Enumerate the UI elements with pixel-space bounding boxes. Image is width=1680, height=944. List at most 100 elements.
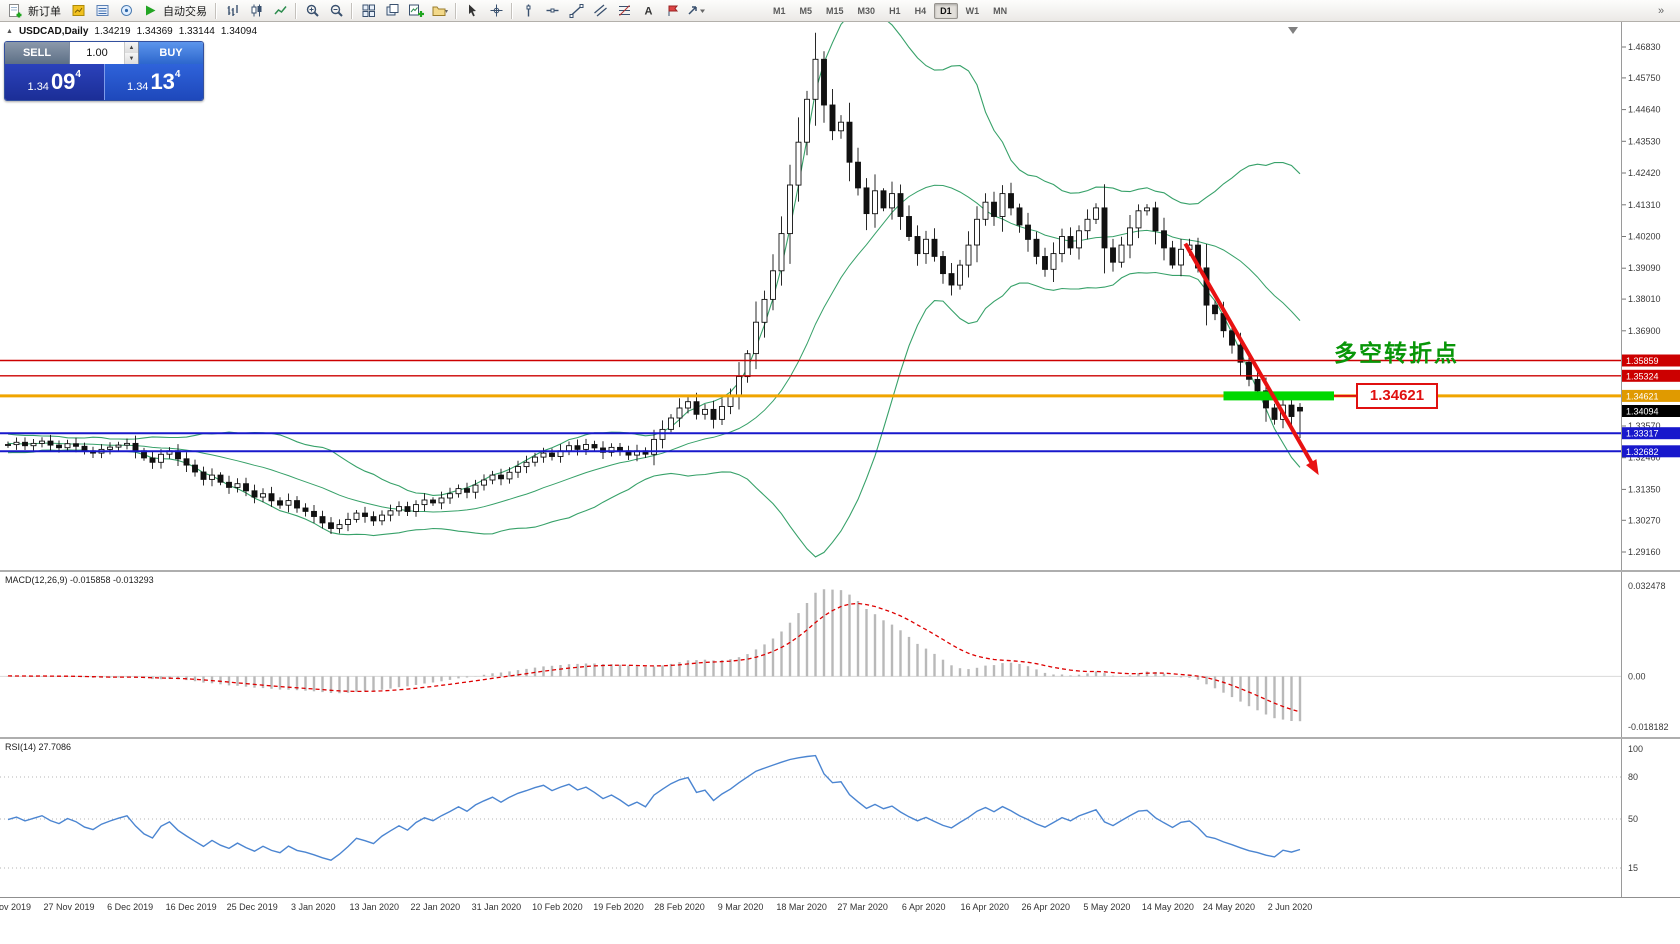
svg-text:1.38010: 1.38010: [1628, 294, 1661, 304]
navigator-icon[interactable]: [114, 1, 138, 20]
svg-text:1.41310: 1.41310: [1628, 200, 1661, 210]
one-click-collapse-icon[interactable]: ▲: [6, 28, 13, 35]
price-annotation-box[interactable]: 1.34621: [1356, 383, 1438, 409]
timeframe-button-M1[interactable]: M1: [773, 5, 786, 16]
green-zone-rect[interactable]: [1223, 391, 1335, 401]
data-window-icon[interactable]: [90, 1, 114, 20]
symbol-name: USDCAD,Daily: [18, 26, 89, 37]
equidistant-channel-icon[interactable]: [588, 1, 612, 20]
cursor-icon[interactable]: [460, 1, 484, 20]
autotrade-label[interactable]: 自动交易: [163, 5, 207, 18]
arrow-tools-icon[interactable]: [684, 1, 708, 20]
timeframe-button-M30[interactable]: M30: [857, 5, 876, 16]
trendline-icon[interactable]: [564, 1, 588, 20]
svg-text:1.34094: 1.34094: [1626, 407, 1659, 417]
svg-text:A: A: [644, 6, 652, 18]
svg-text:1.34621: 1.34621: [1626, 391, 1659, 401]
date-label: 14 May 2020: [1141, 902, 1194, 912]
svg-text:0.00: 0.00: [1628, 671, 1646, 681]
rsi-label: RSI(14) 27.7086: [5, 742, 72, 752]
symbol-open: 1.34219: [94, 26, 131, 37]
timeframe-button-H1[interactable]: H1: [889, 5, 901, 16]
crosshair-icon[interactable]: [484, 1, 508, 20]
panel-divider: [0, 897, 1680, 898]
timeframe-button-MN[interactable]: MN: [993, 5, 1008, 16]
timeframe-button-D1[interactable]: D1: [934, 2, 958, 19]
toolbar-separator: [351, 2, 353, 19]
timeframe-button-M5[interactable]: M5: [799, 5, 813, 16]
vertical-line-icon[interactable]: [516, 1, 540, 20]
toolbar-overflow-icon[interactable]: »: [1657, 4, 1665, 17]
line-chart-icon[interactable]: [268, 1, 292, 20]
buy-price-sup: 4: [174, 69, 181, 80]
main-chart[interactable]: 1.46830 1.45750 1.44640 1.43530 1.42420 1.413…: [0, 22, 1680, 570]
main-chart-panel: 1.46830 1.45750 1.44640 1.43530 1.42420 1.413…: [0, 22, 1680, 570]
fibonacci-icon[interactable]: [612, 1, 636, 20]
time-axis[interactable]: 8 Nov 2019 27 Nov 2019 6 Dec 2019 16 Dec 20…: [0, 898, 1680, 920]
toolbar-separator: [215, 2, 217, 19]
bollinger-lower-line: [7, 271, 1301, 558]
macd-chart[interactable]: 0.032478 0.00 -0.018182: [0, 572, 1680, 737]
autotrade-icon[interactable]: [138, 1, 162, 20]
svg-text:1.32460: 1.32460: [1628, 453, 1661, 463]
date-label: 9 Mar 2020: [717, 902, 764, 912]
timeframe-button-M15[interactable]: M15: [826, 5, 844, 16]
pivot-annotation-text[interactable]: 多空转折点: [1334, 340, 1459, 366]
sell-quote[interactable]: 1.34 09 4: [5, 64, 104, 100]
symbol-close: 1.34094: [220, 26, 258, 37]
timeframe-button-H4[interactable]: H4: [914, 5, 927, 16]
chart-shift-marker[interactable]: [1288, 27, 1298, 34]
sell-price-prefix: 1.34: [27, 81, 49, 93]
timeframe-toolbar: M1 M5 M15 M30 H1 H4 D1 W1 MN: [766, 2, 1014, 19]
tile-windows-icon[interactable]: [356, 1, 380, 20]
price-axis[interactable]: [1622, 22, 1680, 897]
rsi-line: [7, 754, 1301, 861]
svg-text:80: 80: [1628, 772, 1638, 782]
new-order-label[interactable]: 新订单: [28, 5, 61, 18]
cascade-windows-icon[interactable]: [380, 1, 404, 20]
volume-input[interactable]: [70, 42, 124, 64]
new-order-icon[interactable]: [3, 1, 27, 20]
toolbar-separator: [455, 2, 457, 19]
panel-divider[interactable]: [0, 570, 1680, 572]
rsi-chart[interactable]: 100 80 50 15: [0, 739, 1680, 897]
new-chart-icon[interactable]: [404, 1, 428, 20]
volume-down-icon[interactable]: ▼: [125, 53, 138, 64]
date-label: 25 Dec 2019: [226, 902, 278, 912]
trend-arrow-line[interactable]: [1183, 242, 1317, 470]
buy-button[interactable]: BUY: [139, 42, 203, 64]
date-label: 8 Nov 2019: [0, 902, 32, 912]
svg-text:1.44640: 1.44640: [1628, 105, 1661, 115]
rsi-panel: 100 80 50 15 RSI(14) 27.7086: [0, 739, 1680, 897]
symbol-low: 1.33144: [178, 26, 215, 37]
date-label: 6 Dec 2019: [107, 902, 154, 912]
toolbar-separator: [295, 2, 297, 19]
chart-profiles-icon[interactable]: [428, 1, 452, 20]
bar-chart-icon[interactable]: [220, 1, 244, 20]
zoom-out-icon[interactable]: [324, 1, 348, 20]
candles-layer: [5, 32, 1303, 534]
svg-text:50: 50: [1628, 814, 1638, 824]
panel-divider[interactable]: [0, 737, 1680, 739]
buy-quote[interactable]: 1.34 13 4: [103, 64, 203, 100]
svg-text:1.42420: 1.42420: [1628, 168, 1661, 178]
main-toolbar: 新订单 自动交易: [0, 0, 1680, 22]
svg-text:1.36900: 1.36900: [1628, 326, 1661, 336]
horizontal-lines-layer[interactable]: [0, 359, 1622, 453]
buy-price-prefix: 1.34: [127, 81, 149, 93]
text-icon[interactable]: A: [636, 1, 660, 20]
zoom-in-icon[interactable]: [300, 1, 324, 20]
buy-price-big: 13: [150, 69, 175, 94]
date-label: 26 Apr 2020: [1021, 902, 1071, 912]
date-label: 22 Jan 2020: [410, 902, 461, 912]
label-icon[interactable]: [660, 1, 684, 20]
candlestick-chart-icon[interactable]: [244, 1, 268, 20]
svg-text:100: 100: [1628, 744, 1643, 754]
market-watch-icon[interactable]: [66, 1, 90, 20]
svg-text:0.032478: 0.032478: [1628, 581, 1666, 591]
horizontal-line-icon[interactable]: [540, 1, 564, 20]
svg-text:1.40200: 1.40200: [1628, 232, 1661, 242]
sell-button[interactable]: SELL: [5, 42, 69, 64]
volume-up-icon[interactable]: ▲: [125, 42, 138, 53]
timeframe-button-W1[interactable]: W1: [965, 5, 980, 16]
